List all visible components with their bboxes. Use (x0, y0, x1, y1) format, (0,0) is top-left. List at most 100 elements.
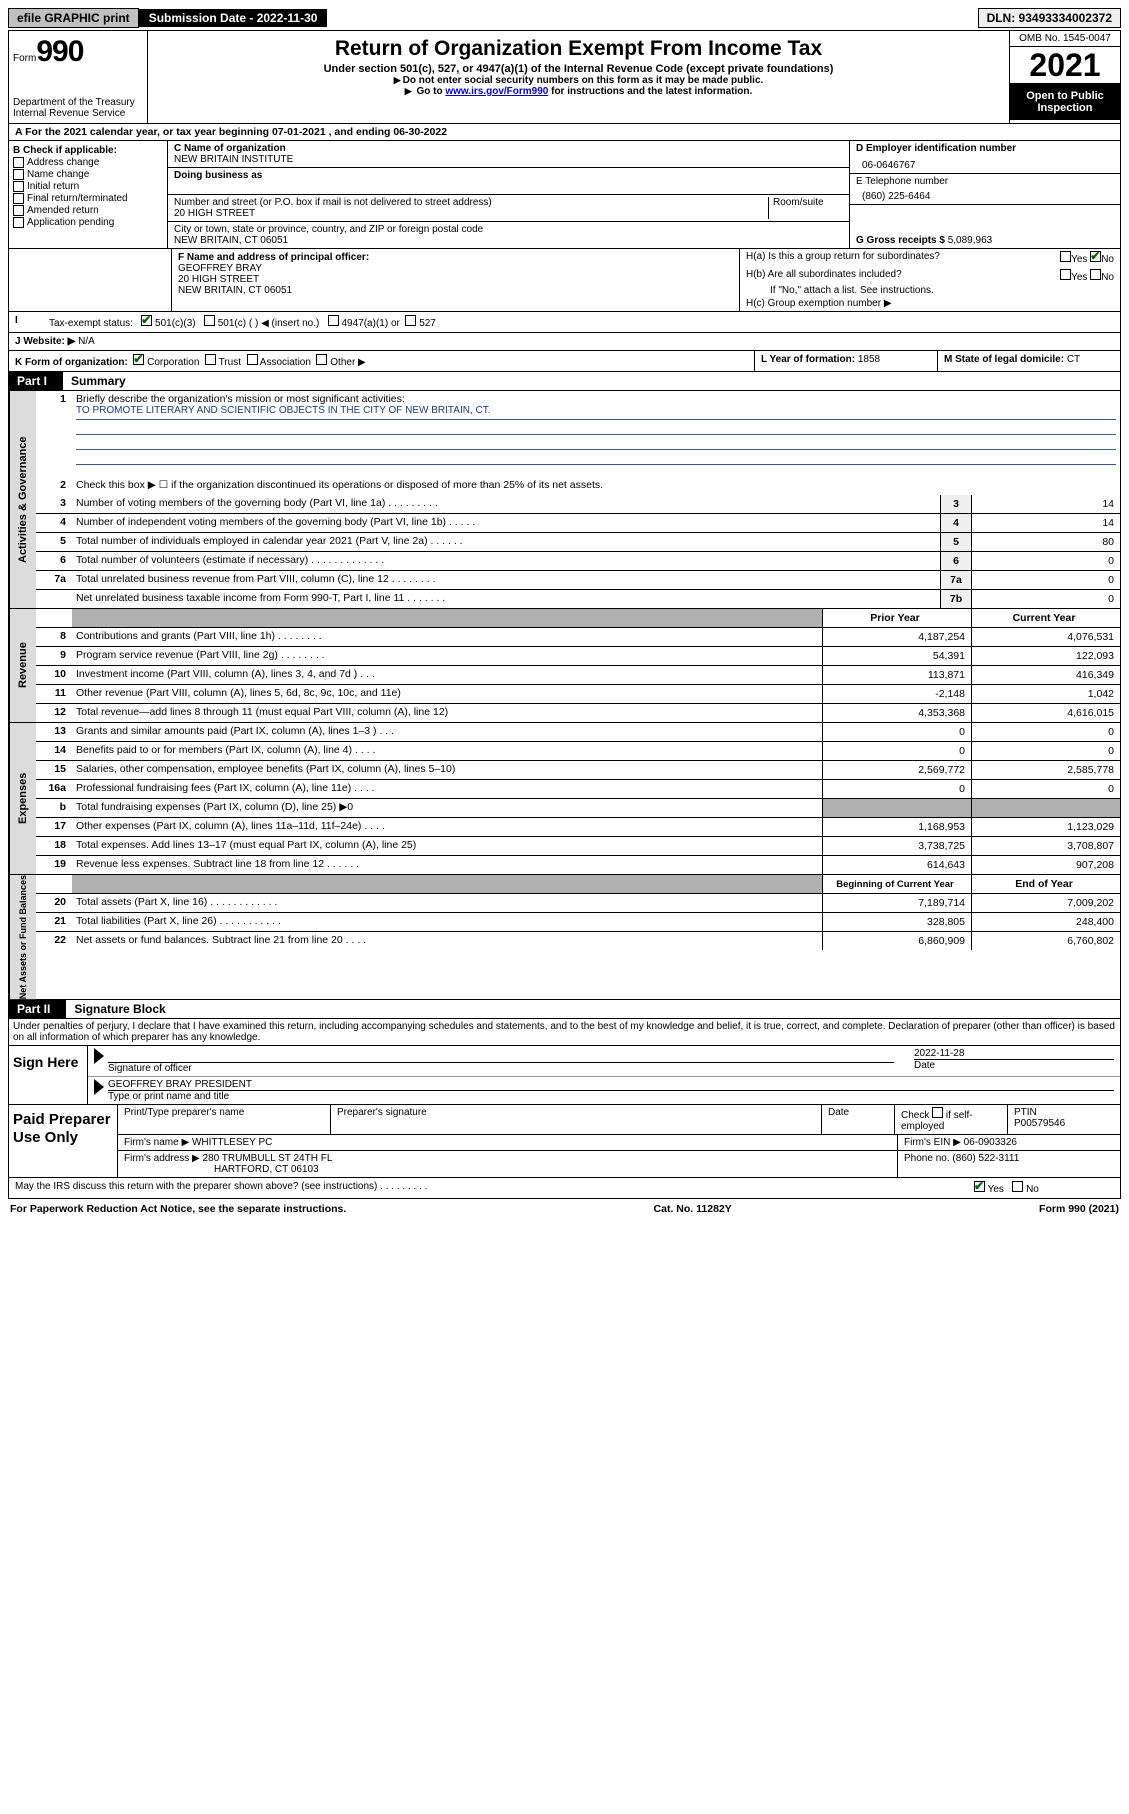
goto-pre: Go to (416, 86, 445, 97)
header-mid: Return of Organization Exempt From Incom… (148, 31, 1009, 123)
chk-527[interactable] (405, 315, 416, 326)
website-value: N/A (78, 336, 95, 347)
sign-here-label: Sign Here (9, 1046, 87, 1104)
chk-other[interactable] (316, 354, 327, 365)
prep-sig-hdr: Preparer's signature (331, 1105, 822, 1134)
firm-name-label: Firm's name ▶ (124, 1137, 189, 1148)
phone-value: (860) 225-6464 (856, 187, 1114, 202)
end-year-hdr: End of Year (971, 875, 1120, 893)
chk-self-employed[interactable] (932, 1107, 943, 1118)
city-cell: City or town, state or province, country… (168, 222, 849, 248)
chk-app-pending[interactable]: Application pending (13, 217, 163, 228)
chk-final-return[interactable]: Final return/terminated (13, 193, 163, 204)
no-label: No (1026, 1184, 1039, 1195)
mission-text: TO PROMOTE LITERARY AND SCIENTIFIC OBJEC… (76, 405, 1116, 420)
vtab-expenses: Expenses (9, 723, 36, 874)
beg-year-hdr: Beginning of Current Year (822, 875, 971, 893)
ha-no-box[interactable] (1090, 251, 1101, 262)
discuss-yes-box[interactable] (974, 1181, 985, 1192)
col-de: D Employer identification number 06-0646… (849, 141, 1120, 248)
city-state-zip: NEW BRITAIN, CT 06051 (174, 235, 843, 246)
opt-corp: Corporation (147, 357, 199, 368)
line-19: 19 Revenue less expenses. Subtract line … (36, 856, 1120, 874)
sign-arrow-icon (94, 1079, 104, 1095)
discuss-row: May the IRS discuss this return with the… (8, 1178, 1121, 1199)
page-footer: For Paperwork Reduction Act Notice, see … (8, 1199, 1121, 1219)
ein-value: 06-0646767 (856, 154, 1114, 171)
sig-declaration: Under penalties of perjury, I declare th… (9, 1019, 1120, 1045)
identity-block: B Check if applicable: Address change Na… (8, 141, 1121, 249)
chk-name-change[interactable]: Name change (13, 169, 163, 180)
prep-date-hdr: Date (822, 1105, 895, 1134)
firm-addr1: 280 TRUMBULL ST 24TH FL (203, 1153, 333, 1164)
ha-yes-box[interactable] (1060, 251, 1071, 262)
chk-amended[interactable]: Amended return (13, 205, 163, 216)
vtab-net-assets: Net Assets or Fund Balances (9, 875, 36, 999)
sig-date-label: Date (914, 1059, 1114, 1071)
discuss-no-box[interactable] (1012, 1181, 1023, 1192)
sign-arrow-icon (94, 1048, 104, 1064)
gov-line-7b: Net unrelated business taxable income fr… (36, 590, 1120, 608)
irs-label: Internal Revenue Service (13, 108, 143, 119)
chk-address-change[interactable]: Address change (13, 157, 163, 168)
hc-label: H(c) Group exemption number ▶ (740, 296, 1120, 311)
sig-date-value: 2022-11-28 (914, 1048, 1114, 1059)
row-j: J Website: ▶ N/A (8, 333, 1121, 351)
part-i-label: Part I (9, 372, 63, 390)
gross-cell: G Gross receipts $ 5,089,963 (850, 205, 1120, 248)
sig-name-row: GEOFFREY BRAY PRESIDENT Type or print na… (88, 1077, 1120, 1104)
irs-link[interactable]: www.irs.gov/Form990 (445, 86, 548, 97)
prep-self-emp: Check if self-employed (895, 1105, 1008, 1134)
m-value: CT (1067, 354, 1080, 365)
chk-corp[interactable] (133, 354, 144, 365)
firm-addr-row: Firm's address ▶ 280 TRUMBULL ST 24TH FL… (118, 1151, 1120, 1177)
mission-block: Briefly describe the organization's miss… (72, 391, 1120, 477)
discuss-answer: Yes No (968, 1178, 1120, 1198)
name-title-label: Type or print name and title (108, 1090, 1114, 1102)
chk-trust[interactable] (205, 354, 216, 365)
line-16a: 16a Professional fundraising fees (Part … (36, 780, 1120, 799)
chk-initial-return[interactable]: Initial return (13, 181, 163, 192)
chk-501c[interactable] (204, 315, 215, 326)
opt-501c3: 501(c)(3) (155, 318, 196, 329)
h-block: H(a) Is this a group return for subordin… (740, 249, 1120, 311)
current-year-hdr: Current Year (971, 609, 1120, 627)
gov-line-3: 3 Number of voting members of the govern… (36, 495, 1120, 514)
form-of-org: K Form of organization: Corporation Trus… (9, 351, 755, 371)
ptin-value: P00579546 (1014, 1118, 1114, 1129)
hb-note: If "No," attach a list. See instructions… (740, 285, 1120, 296)
chk-501c3[interactable] (141, 315, 152, 326)
part-i-header: Part I Summary (8, 372, 1121, 391)
addr-cell: Number and street (or P.O. box if mail i… (168, 195, 849, 222)
opt-527: 527 (419, 318, 436, 329)
part-ii-title: Signature Block (66, 1002, 165, 1016)
form-title: Return of Organization Exempt From Incom… (156, 37, 1001, 61)
yes-label: Yes (1071, 254, 1087, 265)
ptin-cell: PTIN P00579546 (1008, 1105, 1120, 1134)
prep-name-hdr: Print/Type preparer's name (118, 1105, 331, 1134)
l-value: 1858 (858, 354, 880, 365)
line-b: b Total fundraising expenses (Part IX, c… (36, 799, 1120, 818)
hb-yes-box[interactable] (1060, 269, 1071, 280)
chk-assoc[interactable] (247, 354, 258, 365)
firm-name-row: Firm's name ▶ WHITTLESEY PC Firm's EIN ▶… (118, 1135, 1120, 1151)
hb-no-box[interactable] (1090, 269, 1101, 280)
gov-line-5: 5 Total number of individuals employed i… (36, 533, 1120, 552)
row-i: I Tax-exempt status: 501(c)(3) 501(c) ( … (8, 312, 1121, 333)
officer-name: GEOFFREY BRAY (178, 263, 262, 274)
chk-4947[interactable] (328, 315, 339, 326)
chk-label: Amended return (27, 205, 99, 216)
state-domicile: M State of legal domicile: CT (938, 351, 1120, 371)
prep-header-row: Print/Type preparer's name Preparer's si… (118, 1105, 1120, 1135)
officer-cell: F Name and address of principal officer:… (172, 249, 740, 311)
addr-label: Number and street (or P.O. box if mail i… (174, 197, 768, 208)
col-b-title: B Check if applicable: (13, 145, 163, 156)
efile-print-button[interactable]: efile GRAPHIC print (8, 8, 139, 28)
org-name-cell: C Name of organization NEW BRITAIN INSTI… (168, 141, 849, 168)
line-18: 18 Total expenses. Add lines 13–17 (must… (36, 837, 1120, 856)
gov-line-4: 4 Number of independent voting members o… (36, 514, 1120, 533)
officer-city: NEW BRITAIN, CT 06051 (178, 285, 292, 296)
form-header: Form990 Department of the Treasury Inter… (8, 30, 1121, 124)
dln-label: DLN: 93493334002372 (978, 8, 1121, 28)
chk-label: Final return/terminated (27, 193, 128, 204)
